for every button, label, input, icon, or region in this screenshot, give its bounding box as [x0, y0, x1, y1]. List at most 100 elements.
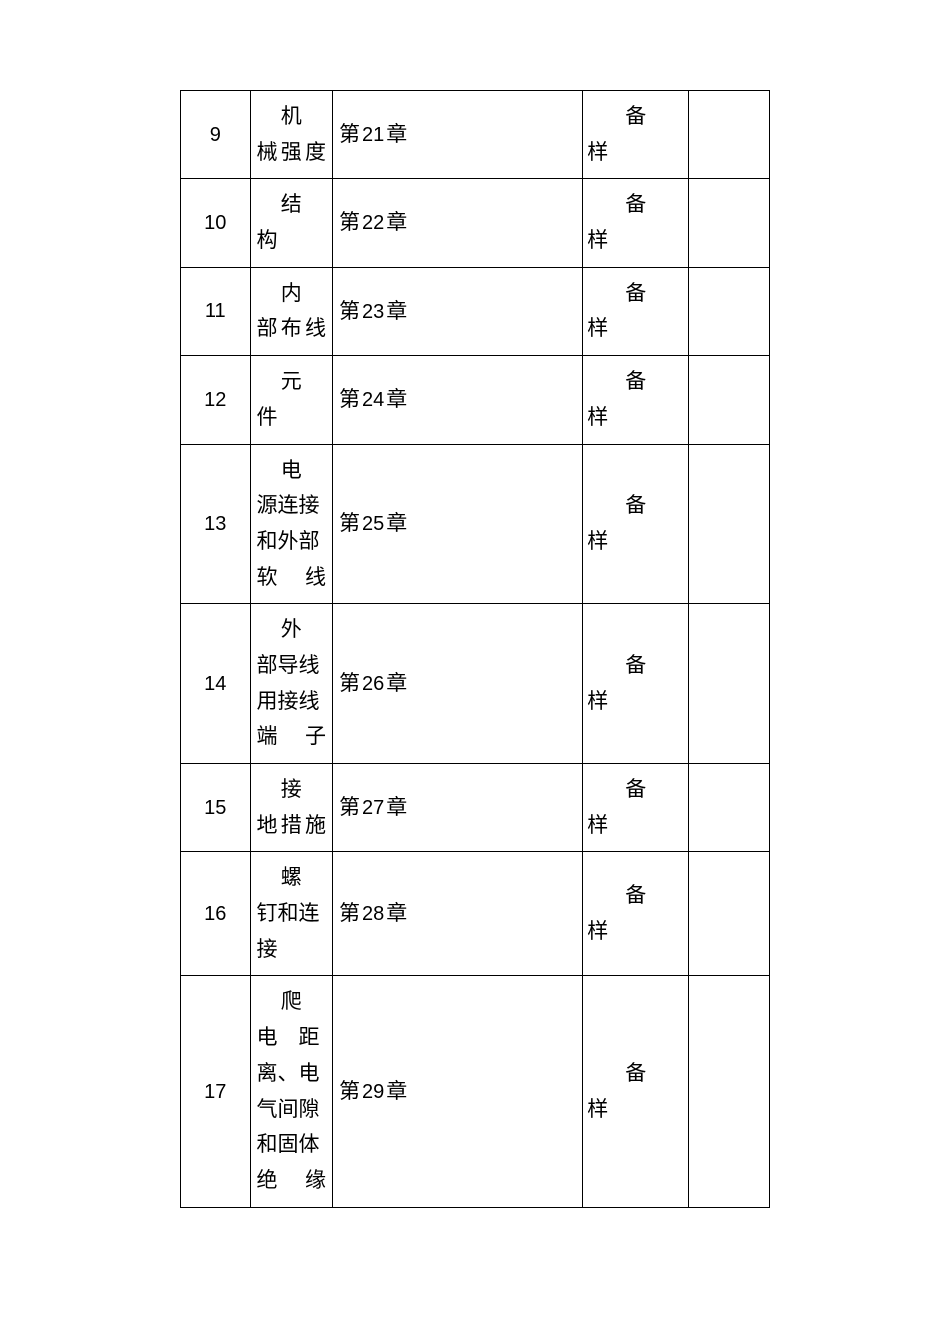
table-row: 12元件第24章备样	[181, 356, 770, 444]
table-row: 9机械强度第21章备样	[181, 91, 770, 179]
row-number: 11	[181, 267, 251, 355]
chapter-number: 29	[360, 1081, 386, 1103]
chapter-suffix: 章	[386, 671, 407, 695]
spec-table: 9机械强度第21章备样10结构第22章备样11内部布线第23章备样12元件第24…	[180, 90, 770, 1208]
table-row: 15接地措施第27章备样	[181, 764, 770, 852]
chapter-prefix: 第	[339, 1079, 360, 1103]
chapter-number: 25	[360, 513, 386, 535]
row-description: 机械强度	[250, 91, 332, 179]
chapter-suffix: 章	[386, 122, 407, 146]
row-chapter: 第22章	[332, 179, 582, 267]
table-row: 16螺钉和连接第28章备样	[181, 852, 770, 976]
sample-first: 备	[587, 878, 684, 914]
sample-second: 样	[587, 684, 684, 720]
page-container: 9机械强度第21章备样10结构第22章备样11内部布线第23章备样12元件第24…	[0, 0, 950, 1208]
desc-first-char: 爬	[257, 984, 326, 1020]
row-note	[689, 604, 770, 764]
row-number: 12	[181, 356, 251, 444]
row-note	[689, 444, 770, 604]
chapter-number: 21	[360, 124, 386, 146]
desc-first-char: 内	[257, 276, 326, 312]
chapter-number: 26	[360, 673, 386, 695]
row-number: 9	[181, 91, 251, 179]
row-description: 内部布线	[250, 267, 332, 355]
desc-first-char: 外	[257, 612, 326, 648]
chapter-suffix: 章	[386, 210, 407, 234]
chapter-number: 24	[360, 389, 386, 411]
row-chapter: 第21章	[332, 91, 582, 179]
row-chapter: 第25章	[332, 444, 582, 604]
sample-second: 样	[587, 1092, 684, 1128]
desc-first-char: 螺	[257, 860, 326, 896]
sample-first: 备	[587, 187, 684, 223]
row-description: 螺钉和连接	[250, 852, 332, 976]
row-sample: 备样	[583, 179, 689, 267]
row-sample: 备样	[583, 444, 689, 604]
row-sample: 备样	[583, 852, 689, 976]
row-number: 16	[181, 852, 251, 976]
desc-rest: 地措施	[257, 813, 326, 837]
row-sample: 备样	[583, 267, 689, 355]
row-description: 接地措施	[250, 764, 332, 852]
table-body: 9机械强度第21章备样10结构第22章备样11内部布线第23章备样12元件第24…	[181, 91, 770, 1208]
row-note	[689, 356, 770, 444]
row-sample: 备样	[583, 604, 689, 764]
row-note	[689, 179, 770, 267]
row-chapter: 第23章	[332, 267, 582, 355]
chapter-number: 28	[360, 903, 386, 925]
desc-first-char: 结	[257, 187, 326, 223]
chapter-prefix: 第	[339, 795, 360, 819]
desc-rest: 械强度	[257, 140, 326, 164]
row-chapter: 第24章	[332, 356, 582, 444]
sample-first: 备	[587, 276, 684, 312]
table-row: 14外部导线用接线端子第26章备样	[181, 604, 770, 764]
chapter-number: 27	[360, 797, 386, 819]
sample-first: 备	[587, 488, 684, 524]
chapter-number: 22	[360, 212, 386, 234]
row-sample: 备样	[583, 356, 689, 444]
desc-rest: 构	[257, 228, 278, 252]
row-note	[689, 267, 770, 355]
row-chapter: 第29章	[332, 976, 582, 1207]
row-description: 外部导线用接线端子	[250, 604, 332, 764]
desc-first-char: 接	[257, 772, 326, 808]
sample-second: 样	[587, 524, 684, 560]
desc-first-char: 电	[257, 453, 326, 489]
desc-rest: 部布线	[257, 316, 326, 340]
desc-rest: 部导线用接线端子	[257, 653, 326, 748]
sample-first: 备	[587, 1056, 684, 1092]
row-sample: 备样	[583, 764, 689, 852]
desc-first-char: 元	[257, 364, 326, 400]
chapter-suffix: 章	[386, 299, 407, 323]
row-number: 10	[181, 179, 251, 267]
row-description: 电源连接和外部软线	[250, 444, 332, 604]
sample-second: 样	[587, 311, 684, 347]
row-sample: 备样	[583, 91, 689, 179]
row-note	[689, 764, 770, 852]
table-row: 13电源连接和外部软线第25章备样	[181, 444, 770, 604]
row-chapter: 第26章	[332, 604, 582, 764]
chapter-suffix: 章	[386, 795, 407, 819]
chapter-prefix: 第	[339, 210, 360, 234]
chapter-suffix: 章	[386, 511, 407, 535]
chapter-prefix: 第	[339, 671, 360, 695]
row-note	[689, 976, 770, 1207]
sample-second: 样	[587, 135, 684, 171]
table-row: 11内部布线第23章备样	[181, 267, 770, 355]
table-row: 17爬电 距离、电气间隙和固体绝缘第29章备样	[181, 976, 770, 1207]
chapter-suffix: 章	[386, 1079, 407, 1103]
chapter-prefix: 第	[339, 511, 360, 535]
chapter-prefix: 第	[339, 299, 360, 323]
row-sample: 备样	[583, 976, 689, 1207]
row-description: 结构	[250, 179, 332, 267]
sample-first: 备	[587, 99, 684, 135]
row-note	[689, 91, 770, 179]
desc-first-char: 机	[257, 99, 326, 135]
desc-rest: 钉和连接	[257, 901, 320, 961]
desc-rest: 电 距离、电气间隙和固体绝缘	[257, 1025, 326, 1192]
row-description: 元件	[250, 356, 332, 444]
row-number: 17	[181, 976, 251, 1207]
sample-first: 备	[587, 772, 684, 808]
chapter-prefix: 第	[339, 901, 360, 925]
sample-second: 样	[587, 223, 684, 259]
